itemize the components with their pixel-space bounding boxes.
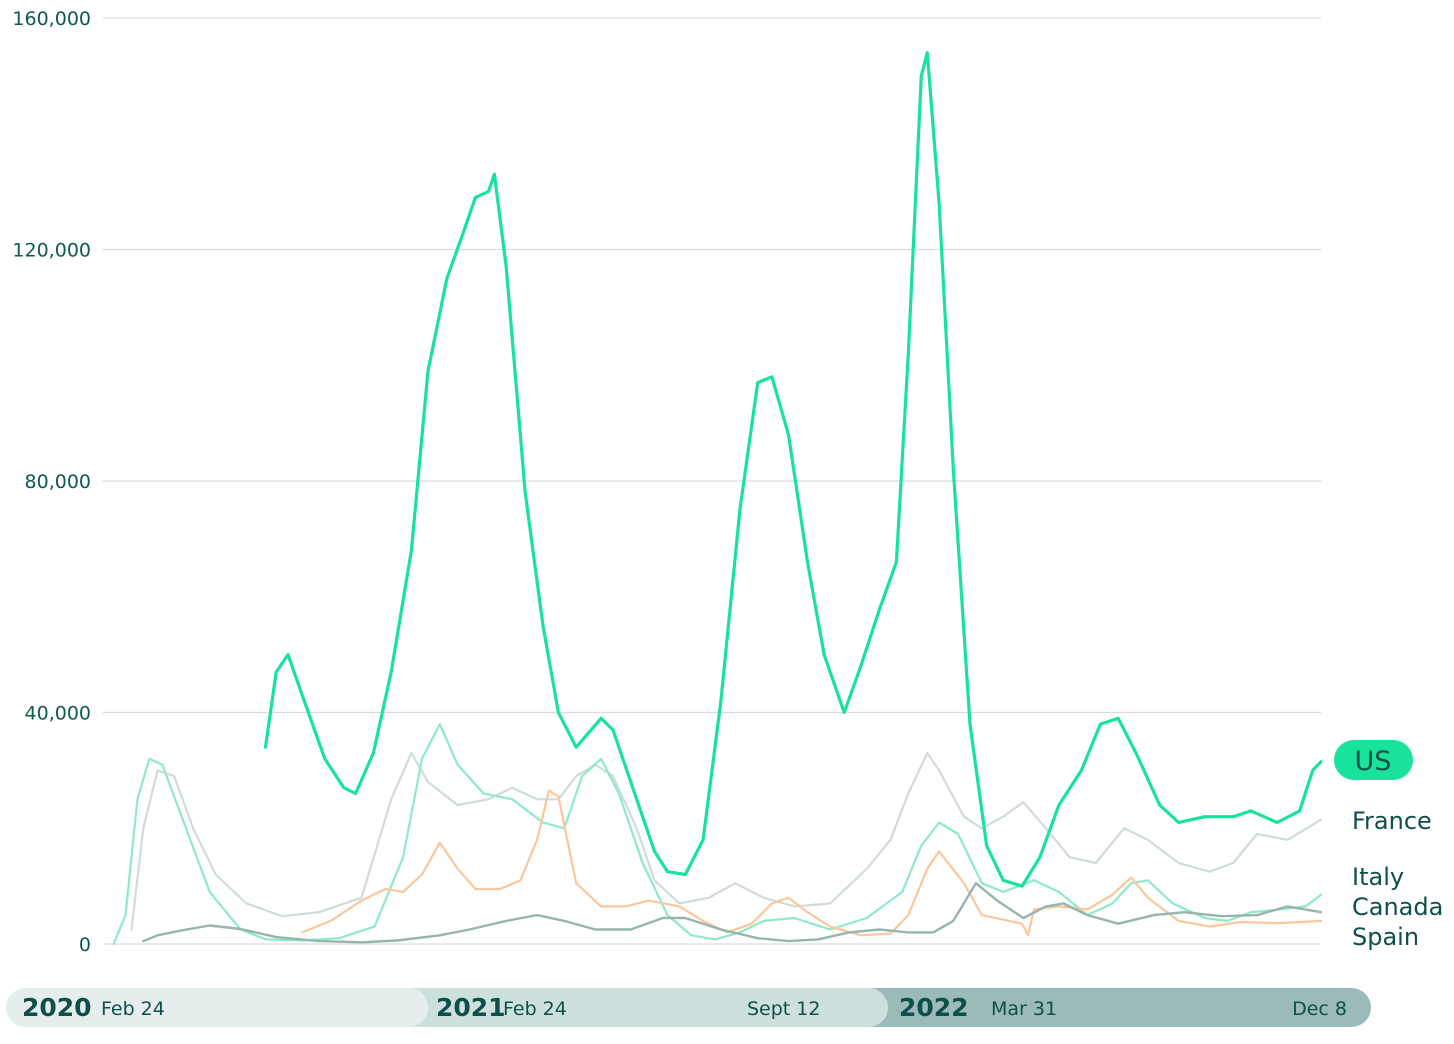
y-axis-tick-labels: 0 40,000 80,000 120,000 160,000 <box>12 8 91 956</box>
timeline-slider[interactable]: 2020 Feb 24 2021 Feb 24 Sept 12 2022 Mar… <box>6 988 1371 1027</box>
france-series-line[interactable] <box>130 751 1323 931</box>
us-label-pill[interactable] <box>1334 740 1413 780</box>
italy-series-label[interactable]: Italy <box>1352 863 1404 891</box>
timeline-segment-2021[interactable] <box>378 988 888 1027</box>
y-tick-label: 80,000 <box>25 471 91 493</box>
france-series-label[interactable]: France <box>1352 807 1432 835</box>
timeline-segment-2020[interactable] <box>6 988 428 1027</box>
timeline-year-2022: 2022 <box>899 993 969 1022</box>
us-series-line[interactable] <box>263 51 1323 888</box>
y-tick-label: 0 <box>79 934 91 956</box>
series-end-labels: US France Italy Canada Spain <box>1334 740 1443 951</box>
y-gridlines <box>103 17 1321 945</box>
timeline-date-2021-mid: Sept 12 <box>747 998 820 1020</box>
y-tick-label: 120,000 <box>12 240 91 262</box>
timeline-date-2021-start: Feb 24 <box>503 998 567 1020</box>
italy-series-line[interactable] <box>112 722 1323 946</box>
timeline-segment-2022[interactable] <box>840 988 1371 1027</box>
canada-series-line[interactable] <box>301 789 1323 937</box>
timeline-year-2020: 2020 <box>22 993 92 1022</box>
timeline-date-2022-start: Mar 31 <box>991 998 1057 1020</box>
timeline-year-2021: 2021 <box>436 993 506 1022</box>
us-series-label[interactable]: US <box>1355 746 1392 777</box>
spain-series-line[interactable] <box>142 882 1323 944</box>
spain-series-label[interactable]: Spain <box>1352 923 1419 951</box>
timeline-date-2020-start: Feb 24 <box>101 998 165 1020</box>
y-tick-label: 160,000 <box>12 8 91 30</box>
y-tick-label: 40,000 <box>25 703 91 725</box>
series-lines <box>112 51 1323 946</box>
timeline-date-2022-end: Dec 8 <box>1292 998 1347 1020</box>
canada-series-label[interactable]: Canada <box>1352 893 1443 921</box>
